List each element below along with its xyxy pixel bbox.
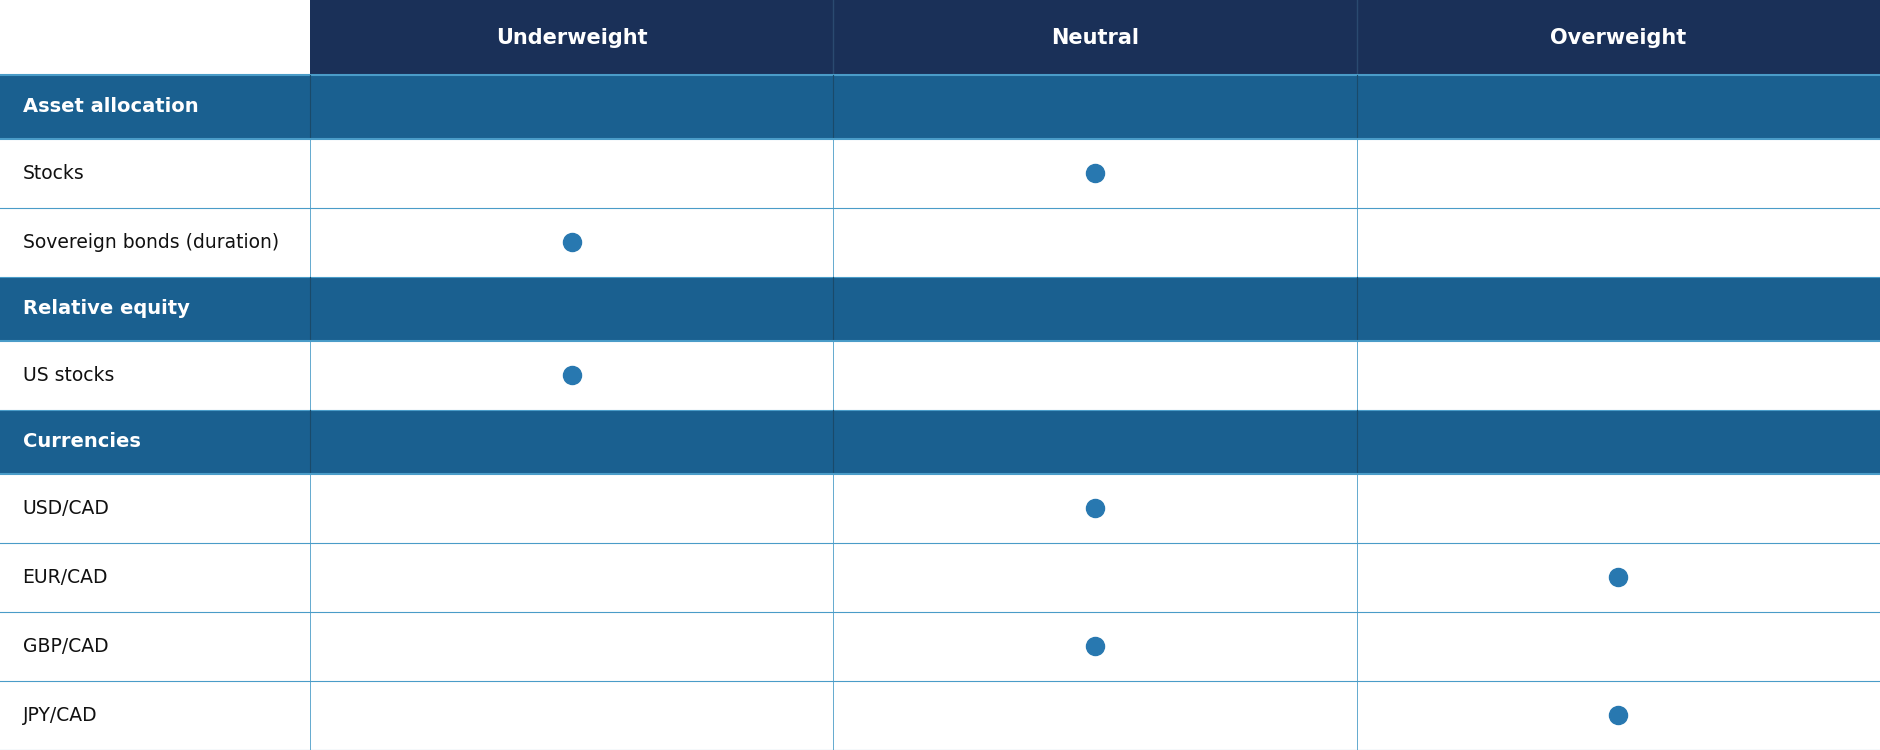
- Text: Sovereign bonds (duration): Sovereign bonds (duration): [23, 233, 278, 252]
- FancyBboxPatch shape: [0, 0, 310, 75]
- FancyBboxPatch shape: [0, 340, 1880, 410]
- Text: Overweight: Overweight: [1551, 28, 1686, 47]
- Text: Underweight: Underweight: [496, 28, 647, 47]
- FancyBboxPatch shape: [0, 612, 1880, 681]
- FancyBboxPatch shape: [0, 681, 1880, 750]
- FancyBboxPatch shape: [0, 277, 1880, 340]
- FancyBboxPatch shape: [0, 208, 1880, 277]
- Text: Neutral: Neutral: [1051, 28, 1139, 47]
- Text: Relative equity: Relative equity: [23, 299, 190, 319]
- Text: US stocks: US stocks: [23, 366, 115, 385]
- Text: Asset allocation: Asset allocation: [23, 98, 197, 116]
- FancyBboxPatch shape: [0, 543, 1880, 612]
- FancyBboxPatch shape: [0, 139, 1880, 208]
- FancyBboxPatch shape: [0, 410, 1880, 474]
- Text: Stocks: Stocks: [23, 164, 85, 183]
- FancyBboxPatch shape: [0, 75, 1880, 139]
- Text: GBP/CAD: GBP/CAD: [23, 637, 109, 656]
- Text: USD/CAD: USD/CAD: [23, 499, 109, 517]
- FancyBboxPatch shape: [0, 474, 1880, 543]
- Text: JPY/CAD: JPY/CAD: [23, 706, 98, 725]
- Text: EUR/CAD: EUR/CAD: [23, 568, 107, 586]
- FancyBboxPatch shape: [310, 0, 1880, 75]
- Text: Currencies: Currencies: [23, 432, 141, 451]
